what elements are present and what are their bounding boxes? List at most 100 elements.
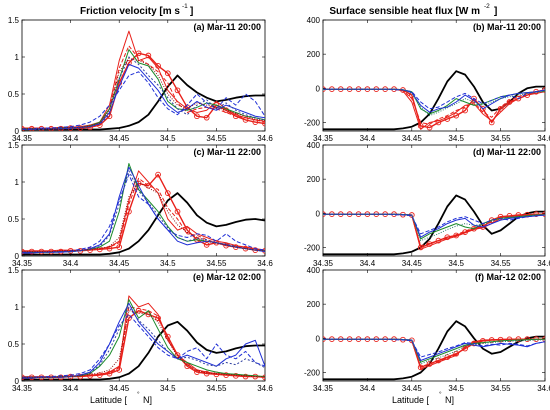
data-point (155, 171, 161, 178)
x-tick-label: 34.4 (63, 384, 79, 393)
left-title: Friction velocity [m s (80, 6, 180, 17)
data-point (96, 122, 103, 128)
series-line-black (323, 320, 545, 381)
right-title-sup: -2 (484, 3, 490, 10)
data-point (426, 361, 433, 367)
data-point (462, 107, 468, 114)
y-tick-label: 0 (15, 127, 20, 136)
y-tick-label: 0.5 (8, 215, 20, 224)
x-tick-label: 34.5 (160, 259, 176, 268)
data-point (116, 244, 123, 250)
series-line-navy (22, 56, 265, 130)
data-point (203, 242, 210, 248)
series-group (22, 295, 265, 381)
xlabel-left-deg: ° (137, 390, 140, 398)
data-point (232, 113, 239, 120)
x-tick-label: 34.55 (491, 134, 512, 143)
right-title: Surface sensible heat flux [W m (329, 6, 480, 17)
x-tick-label: 34.45 (402, 259, 423, 268)
data-point (453, 112, 460, 119)
panel-label: (f) Mar-12 02:00 (475, 272, 541, 282)
data-point (145, 52, 152, 59)
x-tick-label: 34.5 (448, 384, 464, 393)
data-point (417, 244, 424, 251)
x-tick-label: 34.5 (160, 384, 176, 393)
panel-label: (e) Mar-12 02:00 (193, 272, 261, 282)
x-tick-label: 34.35 (313, 134, 334, 143)
x-tick-label: 34.5 (448, 259, 464, 268)
y-tick-label: 200 (307, 50, 321, 59)
series-line-red (22, 170, 265, 252)
y-tick-label: 400 (307, 266, 321, 275)
data-point (174, 352, 181, 358)
data-point (126, 315, 132, 321)
y-tick-label: 0 (316, 209, 321, 218)
series-line-blue (323, 338, 545, 358)
xlabel-left-text-b: N] (143, 395, 152, 405)
series-group (323, 194, 545, 256)
x-tick-label: 34.55 (206, 134, 227, 143)
x-tick-label: 34.4 (63, 259, 79, 268)
x-tick-label: 34.4 (360, 259, 376, 268)
series-group (22, 30, 265, 131)
data-point (497, 213, 504, 220)
x-tick-label: 34.45 (402, 134, 423, 143)
y-tick-label: 200 (307, 175, 321, 184)
series-line-teal (323, 213, 545, 242)
series-line-darkred (22, 310, 265, 378)
xlabel-right-deg: ° (439, 390, 442, 398)
data-point (194, 113, 200, 120)
series-line-teal (323, 338, 545, 365)
series-line-blue (323, 88, 545, 110)
x-tick-label: 34.35 (12, 134, 33, 143)
data-point (242, 373, 249, 380)
data-point (497, 105, 504, 112)
y-tick-label: 1 (15, 303, 20, 312)
y-tick-label: -200 (304, 118, 321, 127)
x-tick-label: 34.4 (360, 134, 376, 143)
series-line-teal (323, 88, 545, 117)
data-point (435, 237, 442, 244)
data-point (426, 124, 433, 131)
y-tick-label: 0 (15, 252, 20, 261)
xlabel-right-text-a: Latitude [ (392, 395, 430, 405)
data-point (184, 363, 191, 370)
y-tick-label: 1.5 (8, 16, 20, 25)
y-tick-label: 0 (15, 377, 20, 386)
series-line-blue (323, 213, 545, 235)
y-tick-label: 1.5 (8, 141, 20, 150)
series-line-red (22, 177, 265, 253)
x-tick-label: 34.4 (63, 134, 79, 143)
data-point (174, 87, 181, 94)
series-line-blue (22, 313, 265, 378)
data-point (232, 372, 239, 379)
data-point (262, 374, 265, 381)
x-tick-label: 34.6 (537, 384, 550, 393)
x-tick-label: 34.5 (160, 134, 176, 143)
panel-label: (d) Mar-11 22:00 (473, 147, 541, 157)
panel-d: -200 0 200 400 34.35 34.4 34.45 34.5 34.55 34.6 (d… (304, 141, 550, 268)
x-tick-label: 34.6 (257, 134, 273, 143)
series-line-blue (22, 302, 265, 379)
data-point (435, 119, 442, 126)
panel-label: (b) Mar-11 20:00 (473, 22, 541, 32)
series-line-red (22, 306, 265, 378)
x-tick-label: 34.35 (313, 259, 334, 268)
y-tick-label: 0.5 (8, 340, 20, 349)
data-point (164, 70, 171, 77)
xlabel-left-text-a: Latitude [ (90, 395, 128, 405)
series-line-navy (22, 170, 265, 253)
x-tick-label: 34.6 (257, 384, 273, 393)
data-point (164, 190, 171, 196)
series-line-blue (22, 71, 265, 130)
x-tick-label: 34.55 (206, 259, 227, 268)
x-tick-label: 34.55 (206, 384, 227, 393)
y-tick-label: 1.5 (8, 266, 20, 275)
xlabel-right-text-b: N] (445, 395, 454, 405)
x-tick-label: 34.55 (491, 259, 512, 268)
left-title-end: ] (190, 6, 193, 17)
y-tick-label: -200 (304, 243, 321, 252)
data-point (444, 116, 451, 122)
panel-label: (a) Mar-11 20:00 (193, 22, 261, 32)
